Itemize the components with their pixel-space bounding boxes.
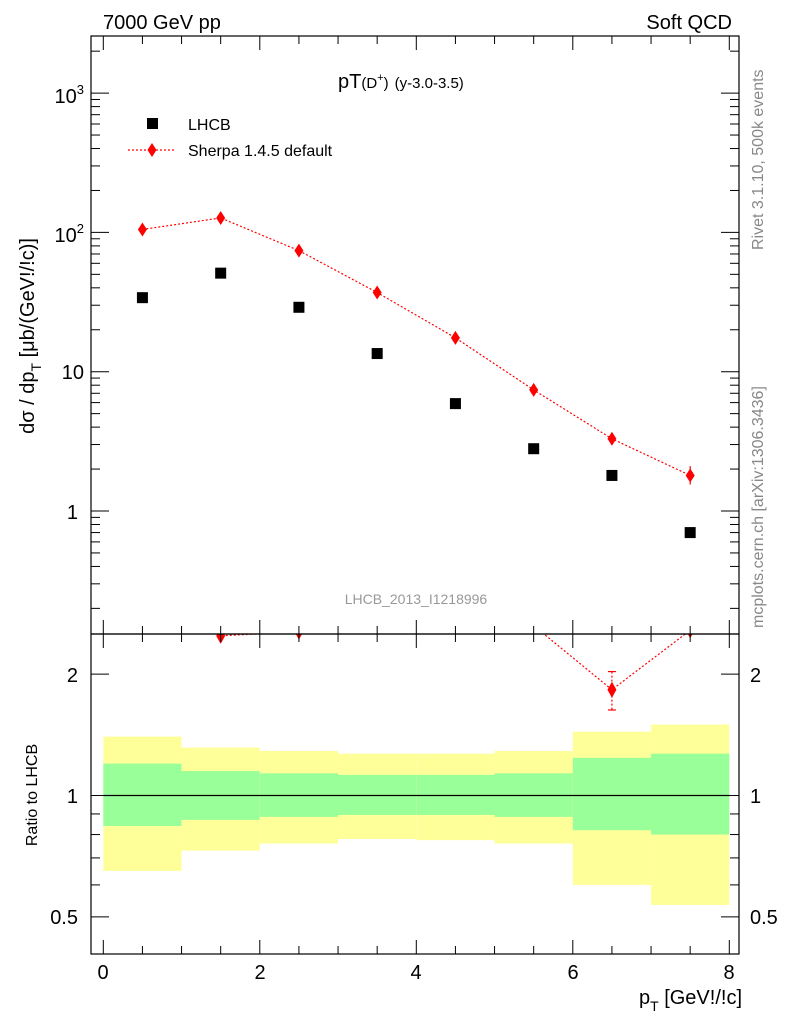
xtick-label-4: 4	[410, 962, 421, 984]
legend-data-marker	[147, 118, 158, 129]
ytick-1000-exp: 3	[77, 82, 84, 97]
ratio-ytick-left-1: 1	[67, 786, 78, 808]
ratio-uncertainty-bands	[103, 724, 730, 905]
xtick-label-2: 2	[254, 962, 265, 984]
header-right: Soft QCD	[646, 12, 732, 34]
plot-title-main: pT	[338, 71, 361, 93]
ytick-label-10: 10	[62, 362, 84, 384]
xtick-label-8: 8	[723, 962, 734, 984]
mc-point	[685, 468, 695, 483]
legend-data-label: LHCB	[188, 117, 231, 134]
ratio-mc-point	[373, 611, 382, 627]
mc-point	[137, 222, 147, 237]
plot-title-range: (y-3.0-3.5)	[395, 75, 464, 92]
upper-y-label: dσ / dpT [μb/(GeV!/!c)]	[17, 238, 44, 434]
data-point	[449, 398, 461, 410]
data-point	[371, 348, 383, 360]
ratio-ytick-left-2: 2	[67, 665, 78, 687]
band-inner-bin-6	[572, 757, 652, 831]
data-point	[293, 301, 305, 313]
x-label-b: [GeV!/!c]	[659, 987, 742, 1009]
ratio-ytick-left-0.5: 0.5	[50, 907, 78, 929]
ytick-label-1000: 103	[55, 82, 84, 108]
band-inner-bin-0	[103, 763, 182, 827]
lower-panel-frame	[90, 633, 740, 955]
data-point	[528, 443, 540, 455]
xtick-label-0: 0	[97, 962, 108, 984]
ratio-ytick-right-2: 2	[750, 665, 761, 687]
lower-y-label: Ratio to LHCB	[24, 744, 41, 846]
mc-line	[142, 217, 691, 476]
ytick-label-100: 102	[55, 221, 84, 247]
plot-title-particle: (D	[361, 75, 377, 92]
upper-y-label-a: dσ / dp	[17, 372, 39, 434]
mc-point	[372, 285, 382, 300]
analysis-watermark: LHCB_2013_I1218996	[345, 591, 488, 607]
x-axis-label: pT [GeV!/!c]	[639, 987, 742, 1014]
plot-title: pT(D+) (y-3.0-3.5)	[338, 71, 464, 93]
mc-point	[216, 210, 226, 225]
ratio-ytick-right-0.5: 0.5	[750, 907, 778, 929]
mcplots-label: mcplots.cern.ch [arXiv:1306.3436]	[750, 386, 767, 628]
ratio-mc-point	[607, 681, 617, 698]
rivet-label: Rivet 3.1.10, 500k events	[750, 69, 767, 250]
band-inner-bin-7	[651, 753, 730, 835]
mc-point	[294, 243, 304, 258]
ytick-1000-base: 10	[55, 86, 77, 108]
ytick-label-1: 1	[67, 502, 78, 524]
ratio-ytick-right-1: 1	[750, 786, 761, 808]
legend-mc-marker	[147, 143, 157, 157]
ytick-100-exp: 2	[77, 221, 84, 236]
plot-title-charge: +	[377, 72, 383, 84]
x-label-sub: T	[650, 998, 659, 1014]
data-series	[136, 267, 696, 539]
mc-series	[137, 210, 695, 485]
data-point	[136, 292, 148, 304]
plot-title-close: )	[384, 75, 389, 92]
mc-point	[529, 382, 539, 397]
axis-ticks	[91, 36, 739, 954]
ratio-mc-point	[138, 590, 147, 606]
ratio-mc-line	[215, 634, 687, 691]
header-left: 7000 GeV pp	[103, 12, 221, 34]
ytick-100-base: 10	[55, 225, 77, 247]
mc-point	[450, 330, 460, 345]
data-point	[684, 527, 696, 539]
upper-y-label-b: [μb/(GeV!/!c)]	[17, 238, 39, 363]
data-point	[215, 267, 227, 279]
mc-point	[607, 431, 617, 446]
xtick-label-6: 6	[567, 962, 578, 984]
upper-y-label-sub: T	[28, 363, 44, 372]
ratio-series	[138, 590, 693, 711]
legend-mc-label: Sherpa 1.4.5 default	[188, 143, 333, 160]
data-point	[606, 469, 618, 481]
x-label-a: p	[639, 987, 650, 1009]
